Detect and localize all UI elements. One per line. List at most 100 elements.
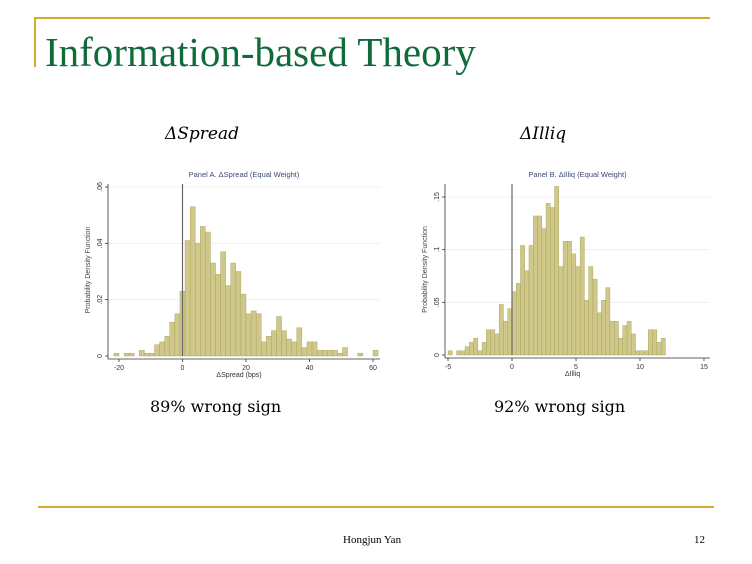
chart1-bar <box>255 313 262 357</box>
chart1-bar <box>276 316 282 357</box>
chart2-bar <box>639 350 645 356</box>
chart2-x-tick-label: 5 <box>574 364 578 371</box>
chart2-bar <box>614 321 619 356</box>
chart1-bar <box>174 313 181 357</box>
chart2-x-label: ΔIlliq <box>565 371 580 378</box>
chart1-y-label: Probability Density Function <box>85 227 92 314</box>
chart2-bar <box>567 241 572 356</box>
chart1-bar <box>210 262 216 357</box>
chart2-bar <box>447 350 453 356</box>
chart2-bar <box>460 350 466 356</box>
right-note: 92% wrong sign <box>494 397 626 416</box>
chart2-bar <box>481 342 487 356</box>
chart2-bar <box>626 321 632 356</box>
chart1-bar <box>154 344 160 357</box>
chart2-bar <box>558 266 564 356</box>
chart1-bar <box>194 243 201 357</box>
chart2-bar <box>477 350 483 356</box>
chart1-bar <box>271 330 277 357</box>
chart1-bar <box>159 341 165 357</box>
chart1-title: Panel A. ΔSpread (Equal Weight) <box>189 170 300 179</box>
chart1-y-tick-label: .02 <box>97 295 104 305</box>
chart1-bar <box>261 341 267 357</box>
chart2-bar <box>528 245 534 356</box>
chart1-bar <box>291 341 298 357</box>
chart1-y-tick-label: .04 <box>97 238 104 248</box>
chart2-y-tick-label: .15 <box>434 192 441 202</box>
chart2-bar <box>605 287 611 356</box>
chart2-y-label: Probability Density Function <box>422 226 429 313</box>
chart2-bar <box>456 350 461 356</box>
chart1-bar <box>189 206 196 357</box>
chart1-bar <box>240 293 247 357</box>
chart1-bar <box>296 327 303 357</box>
chart1-x-tick-label: 0 <box>181 365 185 372</box>
chart2-bar <box>601 300 606 356</box>
chart2-bar <box>592 278 598 356</box>
chart2-title: Panel B. ΔIlliq (Equal Weight) <box>528 170 627 179</box>
chart1-bar <box>306 341 313 357</box>
chart2-y-tick-label: .05 <box>434 297 441 307</box>
chart2-x-tick-label: 10 <box>636 364 644 371</box>
chart1-bar <box>316 350 323 357</box>
chart1-bar <box>123 352 130 357</box>
chart1-bar <box>266 336 272 357</box>
chart2-bar <box>643 350 649 356</box>
chart1-bar <box>215 274 221 357</box>
chart2-bar <box>575 266 581 356</box>
chart1-bar <box>200 226 206 357</box>
chart1-bar <box>220 251 226 357</box>
chart2-bar <box>507 308 513 356</box>
chart2-bar <box>503 321 508 356</box>
chart2-bar <box>571 253 577 356</box>
chart1-bar <box>357 352 364 357</box>
chart2-bar <box>652 329 658 356</box>
chart1-x-label: ΔSpread (bps) <box>216 372 261 379</box>
chart1-bar <box>337 352 343 357</box>
chart2-bar <box>490 329 496 356</box>
chart2-bar <box>596 312 602 356</box>
chart1-x-tick-label: -20 <box>114 365 124 372</box>
page-number: 12 <box>694 534 705 546</box>
chart1-bar <box>311 341 318 357</box>
chart2-x-tick-label: -5 <box>445 364 451 371</box>
chart1-x-tick-label: 20 <box>242 365 250 372</box>
chart2-bar <box>554 186 560 356</box>
left-heading: ΔSpread <box>165 124 240 144</box>
chart2-bar <box>648 329 653 356</box>
chart1-bar <box>184 240 191 357</box>
chart1-bar <box>128 352 135 357</box>
bottom-rule <box>38 506 714 508</box>
chart1-y-tick-label: .06 <box>97 182 104 192</box>
chart1-bar <box>205 231 211 357</box>
chart2-bar <box>486 329 491 356</box>
chart2-y-tick-label: .1 <box>434 247 441 253</box>
chart2-bar <box>609 321 615 356</box>
left-rule <box>34 17 36 67</box>
chart1-bar <box>342 347 348 357</box>
chart1-bar <box>230 262 237 357</box>
chart2-bar <box>473 337 479 356</box>
chart1-x-tick-label: 40 <box>306 365 314 372</box>
chart2-bar <box>618 337 623 356</box>
top-rule <box>34 17 710 19</box>
chart2-bar <box>498 304 504 356</box>
chart2-bar <box>520 245 525 356</box>
chart2-bar <box>537 215 542 356</box>
chart2-y-tick-label: 0 <box>434 353 441 357</box>
chart1-x-tick-label: 60 <box>369 365 377 372</box>
chart1-bar <box>245 313 252 357</box>
chart2-bar <box>494 333 500 356</box>
chart2-x-tick-label: 15 <box>700 364 708 371</box>
chart1-bar <box>372 350 379 357</box>
chart2-bar <box>464 346 470 356</box>
chart1-bar <box>139 350 145 357</box>
chart2-bar <box>533 215 538 356</box>
right-heading: ΔIlliq <box>520 124 567 144</box>
chart1-bar <box>332 350 338 357</box>
chart1-bar <box>322 350 328 357</box>
chart2-bar <box>579 236 585 356</box>
chart2-bar <box>562 241 568 356</box>
chart1-bar <box>327 350 333 357</box>
chart1-y-tick-label: 0 <box>97 354 104 358</box>
